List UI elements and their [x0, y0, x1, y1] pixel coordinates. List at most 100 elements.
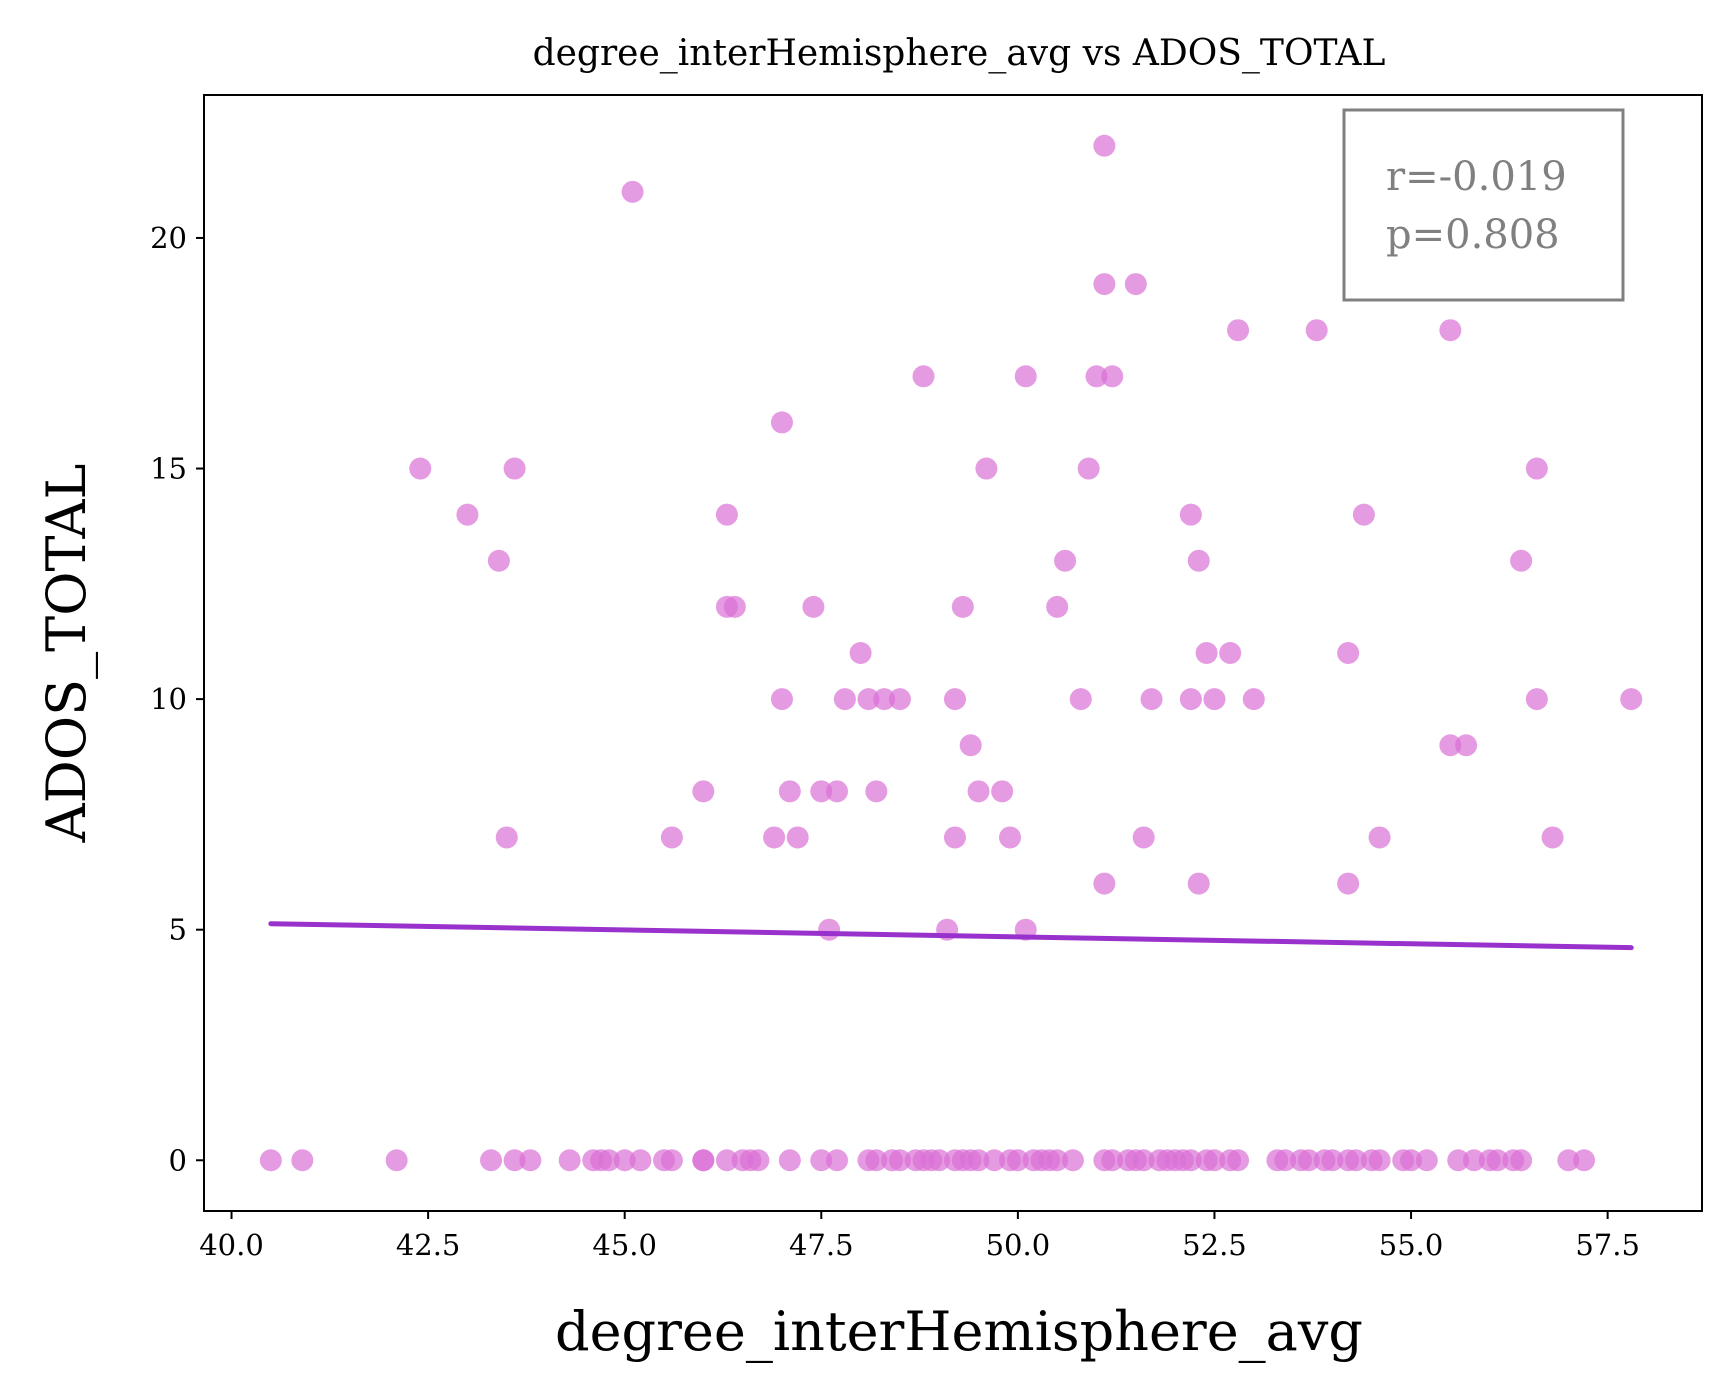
- scatter-point: [1447, 1149, 1470, 1172]
- scatter-point: [770, 688, 793, 711]
- scatter-point: [519, 1149, 542, 1172]
- scatter-point: [1274, 1149, 1297, 1172]
- scatter-point: [456, 503, 479, 526]
- scatter-point: [692, 780, 715, 803]
- plot-frame: [203, 94, 1703, 1212]
- scatter-point: [763, 826, 786, 849]
- scatter-point: [983, 1149, 1006, 1172]
- scatter-point: [1227, 319, 1250, 342]
- scatter-point: [1525, 457, 1548, 480]
- scatter-point: [1620, 688, 1643, 711]
- scatter-point: [857, 688, 880, 711]
- scatter-point: [1415, 1149, 1438, 1172]
- scatter-point: [558, 1149, 581, 1172]
- scatter-point: [495, 826, 518, 849]
- scatter-point: [873, 688, 896, 711]
- scatter-point: [1400, 1149, 1423, 1172]
- scatter-point: [1242, 688, 1265, 711]
- chart-title: degree_interHemisphere_avg vs ADOS_TOTAL: [533, 33, 1386, 74]
- scatter-point: [943, 826, 966, 849]
- scatter-point: [1219, 642, 1242, 664]
- scatter-point: [810, 1149, 833, 1172]
- scatter-point: [1085, 365, 1108, 388]
- scatter-point: [959, 734, 982, 757]
- scatter-point: [291, 1149, 314, 1172]
- scatter-point: [1352, 503, 1375, 526]
- scatter-point: [770, 411, 793, 434]
- x-tick-label: 47.5: [789, 1228, 854, 1262]
- scatter-point: [747, 1149, 770, 1172]
- scatter-point: [928, 1149, 951, 1172]
- scatter-point: [1305, 319, 1328, 342]
- stats-box: [1342, 108, 1625, 302]
- scatter-point: [1321, 1149, 1344, 1172]
- points-layer: [259, 134, 1643, 1172]
- scatter-point: [1140, 688, 1163, 711]
- scatter-point: [1203, 1149, 1226, 1172]
- scatter-point: [715, 1149, 738, 1172]
- x-tick-label: 52.5: [1182, 1228, 1247, 1262]
- x-tick-label: 45.0: [592, 1228, 657, 1262]
- scatter-point: [660, 1149, 683, 1172]
- scatter-point: [503, 1149, 526, 1172]
- scatter-point: [597, 1149, 620, 1172]
- scatter-point: [723, 595, 746, 618]
- scatter-point: [786, 826, 809, 849]
- scatter-point: [385, 1149, 408, 1172]
- scatter-point: [778, 1149, 801, 1172]
- scatter-point: [1439, 734, 1462, 757]
- scatter-point: [1297, 1149, 1320, 1172]
- scatter-point: [1132, 1149, 1155, 1172]
- scatter-point: [826, 780, 849, 803]
- scatter-point: [975, 457, 998, 480]
- scatter-point: [1093, 134, 1116, 157]
- scatter-point: [1573, 1149, 1596, 1172]
- regression-line: [268, 921, 1634, 951]
- x-axis: 40.0 42.5 45.0 47.5 50.0 52.5 55.0 57.5: [199, 1211, 1640, 1262]
- scatter-point: [1046, 1149, 1069, 1172]
- y-axis-label: ADOS_TOTAL: [35, 464, 98, 844]
- scatter-point: [1227, 1149, 1250, 1172]
- scatter-point: [1187, 872, 1210, 895]
- y-tick-label: 5: [169, 913, 187, 947]
- scatter-point: [409, 457, 432, 480]
- scatter-point: [802, 595, 825, 618]
- x-tick-label: 50.0: [986, 1228, 1051, 1262]
- scatter-point: [503, 457, 526, 480]
- scatter-point: [692, 1149, 715, 1172]
- scatter-point: [1541, 826, 1564, 849]
- scatter-point: [967, 1149, 990, 1172]
- y-tick-label: 0: [169, 1143, 187, 1177]
- scatter-point: [715, 503, 738, 526]
- scatter-point: [1368, 1149, 1391, 1172]
- scatter-point: [1101, 365, 1124, 388]
- scatter-point: [888, 688, 911, 711]
- stats-annotation: r=-0.019 p=0.808: [1342, 108, 1625, 302]
- scatter-point: [1124, 273, 1147, 296]
- scatter-point: [818, 918, 841, 941]
- scatter-point: [1557, 1149, 1580, 1172]
- scatter-point: [480, 1149, 503, 1172]
- x-axis-label: degree_interHemisphere_avg: [555, 1300, 1363, 1363]
- x-tick-label: 40.0: [199, 1228, 264, 1262]
- scatter-point: [1462, 1149, 1485, 1172]
- scatter-point: [1439, 319, 1462, 342]
- scatter-point: [1101, 1149, 1124, 1172]
- scatter-point: [865, 780, 888, 803]
- scatter-point: [1077, 457, 1100, 480]
- x-tick-label: 57.5: [1575, 1228, 1640, 1262]
- scatter-point: [1345, 1149, 1368, 1172]
- scatter-point: [629, 1149, 652, 1172]
- scatter-point: [1046, 595, 1069, 618]
- y-tick-label: 10: [150, 682, 187, 716]
- y-tick-label: 20: [150, 221, 187, 255]
- scatter-point: [613, 1149, 636, 1172]
- scatter-point: [826, 1149, 849, 1172]
- scatter-point: [999, 826, 1022, 849]
- scatter-point: [1455, 734, 1478, 757]
- scatter-point: [849, 642, 872, 664]
- scatter-point: [888, 1149, 911, 1172]
- y-tick-label: 15: [150, 452, 187, 486]
- scatter-point: [259, 1149, 282, 1172]
